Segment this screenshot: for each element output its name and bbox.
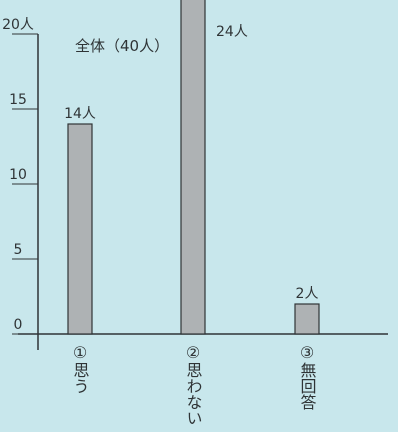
- y-tick-label: 5: [14, 242, 23, 258]
- bar: [67, 123, 93, 335]
- y-axis-ticks: 0 5 10 15 20人: [2, 17, 38, 335]
- category-label: ③無回答: [298, 343, 317, 410]
- y-tick-label: 10: [9, 167, 27, 183]
- y-tick-label: 0: [14, 317, 23, 333]
- chart-labels: 14人 24人 2人 ①思う ②思わない ③無回答: [64, 24, 318, 426]
- y-tick-label: 15: [9, 92, 27, 108]
- bar-data-label: 24人: [216, 24, 248, 40]
- bar: [294, 303, 320, 335]
- bar-data-label: 14人: [64, 106, 96, 122]
- y-tick-label: 20人: [2, 17, 34, 33]
- chart-title: 全体（40人）: [75, 37, 169, 55]
- chart-bars: [67, 0, 320, 335]
- category-label: ②思わない: [184, 343, 203, 426]
- bar: [180, 0, 206, 335]
- bar-data-label: 2人: [296, 286, 319, 302]
- category-label: ①思う: [71, 343, 90, 394]
